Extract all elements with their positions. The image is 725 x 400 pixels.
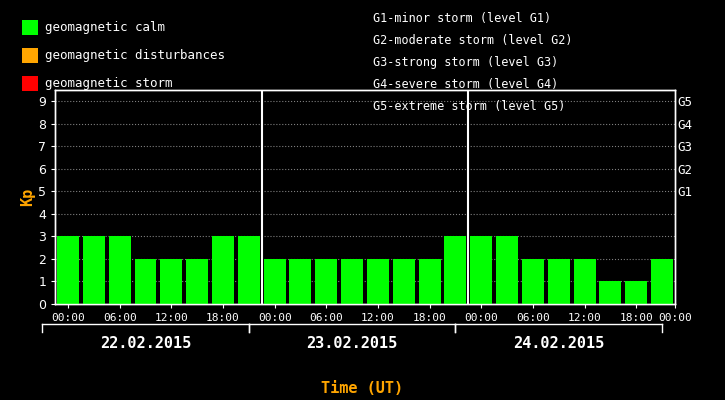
Text: Time (UT): Time (UT) (321, 381, 404, 396)
Text: G2-moderate storm (level G2): G2-moderate storm (level G2) (373, 34, 573, 47)
Bar (186, 259, 208, 304)
Bar (651, 259, 673, 304)
Bar (522, 259, 544, 304)
Text: 24.02.2015: 24.02.2015 (513, 336, 605, 352)
Bar (625, 282, 647, 304)
Bar (600, 282, 621, 304)
Text: G4-severe storm (level G4): G4-severe storm (level G4) (373, 78, 559, 91)
Text: G5-extreme storm (level G5): G5-extreme storm (level G5) (373, 100, 566, 113)
Text: G3-strong storm (level G3): G3-strong storm (level G3) (373, 56, 559, 69)
Bar (264, 259, 286, 304)
Bar (83, 236, 105, 304)
Text: 22.02.2015: 22.02.2015 (100, 336, 191, 352)
Bar (315, 259, 337, 304)
Bar (418, 259, 441, 304)
Bar (135, 259, 157, 304)
Bar (212, 236, 234, 304)
Text: geomagnetic disturbances: geomagnetic disturbances (45, 49, 225, 62)
Bar (471, 236, 492, 304)
Bar (496, 236, 518, 304)
Bar (109, 236, 130, 304)
Text: geomagnetic calm: geomagnetic calm (45, 21, 165, 34)
Y-axis label: Kp: Kp (20, 188, 36, 206)
Bar (341, 259, 363, 304)
Bar (238, 236, 260, 304)
Bar (367, 259, 389, 304)
Text: G1-minor storm (level G1): G1-minor storm (level G1) (373, 12, 552, 25)
Bar (160, 259, 182, 304)
Bar (393, 259, 415, 304)
Bar (444, 236, 466, 304)
Bar (573, 259, 595, 304)
Text: geomagnetic storm: geomagnetic storm (45, 77, 173, 90)
Bar (57, 236, 79, 304)
Bar (289, 259, 312, 304)
Text: 23.02.2015: 23.02.2015 (307, 336, 398, 352)
Bar (548, 259, 570, 304)
